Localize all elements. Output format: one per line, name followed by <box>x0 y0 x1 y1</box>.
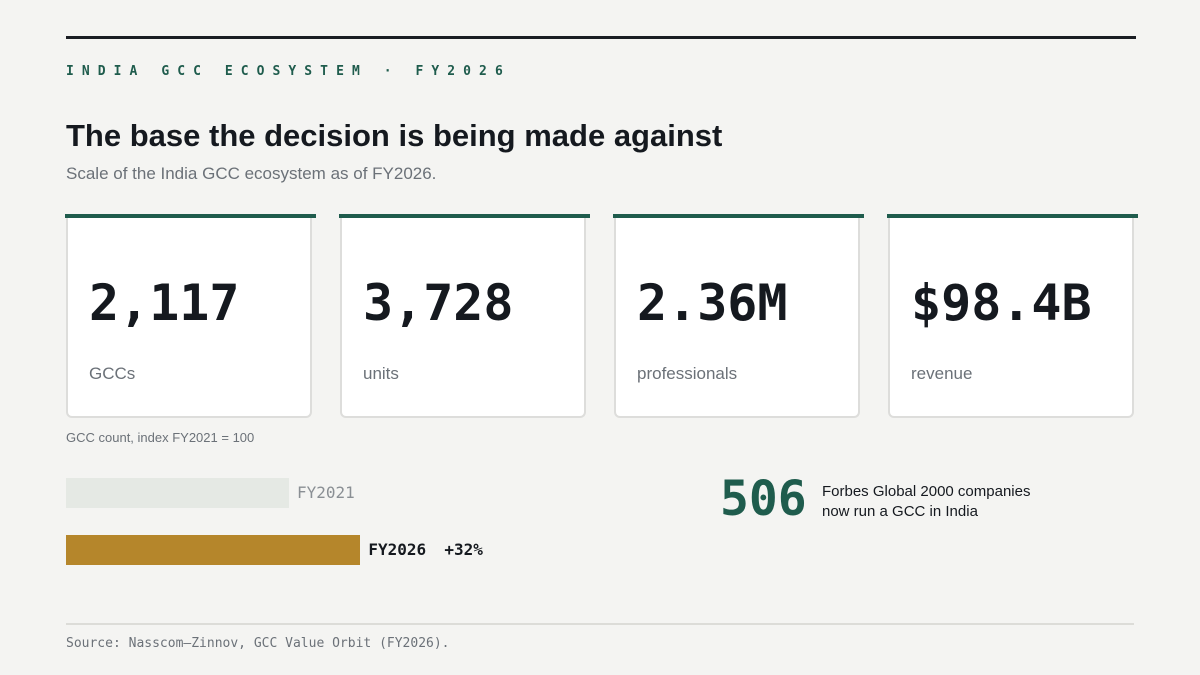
card-accent <box>613 214 864 218</box>
card-label: professionals <box>637 364 738 383</box>
card-value: 3,728 <box>363 274 514 332</box>
eyebrow: INDIA GCC ECOSYSTEM · FY2026 <box>66 64 511 79</box>
card-accent <box>339 214 590 218</box>
card-accent <box>65 214 316 218</box>
top-rule <box>66 36 1136 39</box>
bar-label: FY2021 <box>297 483 355 502</box>
card-label: units <box>363 364 399 383</box>
card-value: 2.36M <box>637 274 788 332</box>
index-bar <box>66 478 289 508</box>
bottom-rule <box>66 623 1134 625</box>
index-bar <box>66 535 361 565</box>
bar-label: FY2026 <box>368 540 427 559</box>
stat-text: Forbes Global 2000 companies now run a GC… <box>822 482 1030 522</box>
subtitle: Scale of the India GCC ecosystem as of F… <box>66 164 437 183</box>
stat-text-line: Forbes Global 2000 companies <box>822 483 1031 500</box>
stat-number: 506 <box>720 471 807 527</box>
chart-caption: GCC count, index FY2021 = 100 <box>66 430 255 445</box>
stat-card: 2.36M professionals <box>613 214 864 418</box>
bar-change: +32% <box>444 540 483 559</box>
card-accent <box>887 214 1138 218</box>
source: Source: Nasscom—Zinnov, GCC Value Orbit … <box>66 636 450 651</box>
card-label: GCCs <box>89 364 136 383</box>
card-value: $98.4B <box>911 274 1092 332</box>
title: The base the decision is being made agai… <box>66 118 723 153</box>
stat-card: $98.4B revenue <box>887 214 1138 418</box>
stat-text-line: now run a GCC in India <box>822 503 978 520</box>
stat-card: 3,728 units <box>339 214 590 418</box>
card-value: 2,117 <box>89 274 240 332</box>
stat-card: 2,117 GCCs <box>65 214 316 418</box>
card-label: revenue <box>911 364 973 383</box>
